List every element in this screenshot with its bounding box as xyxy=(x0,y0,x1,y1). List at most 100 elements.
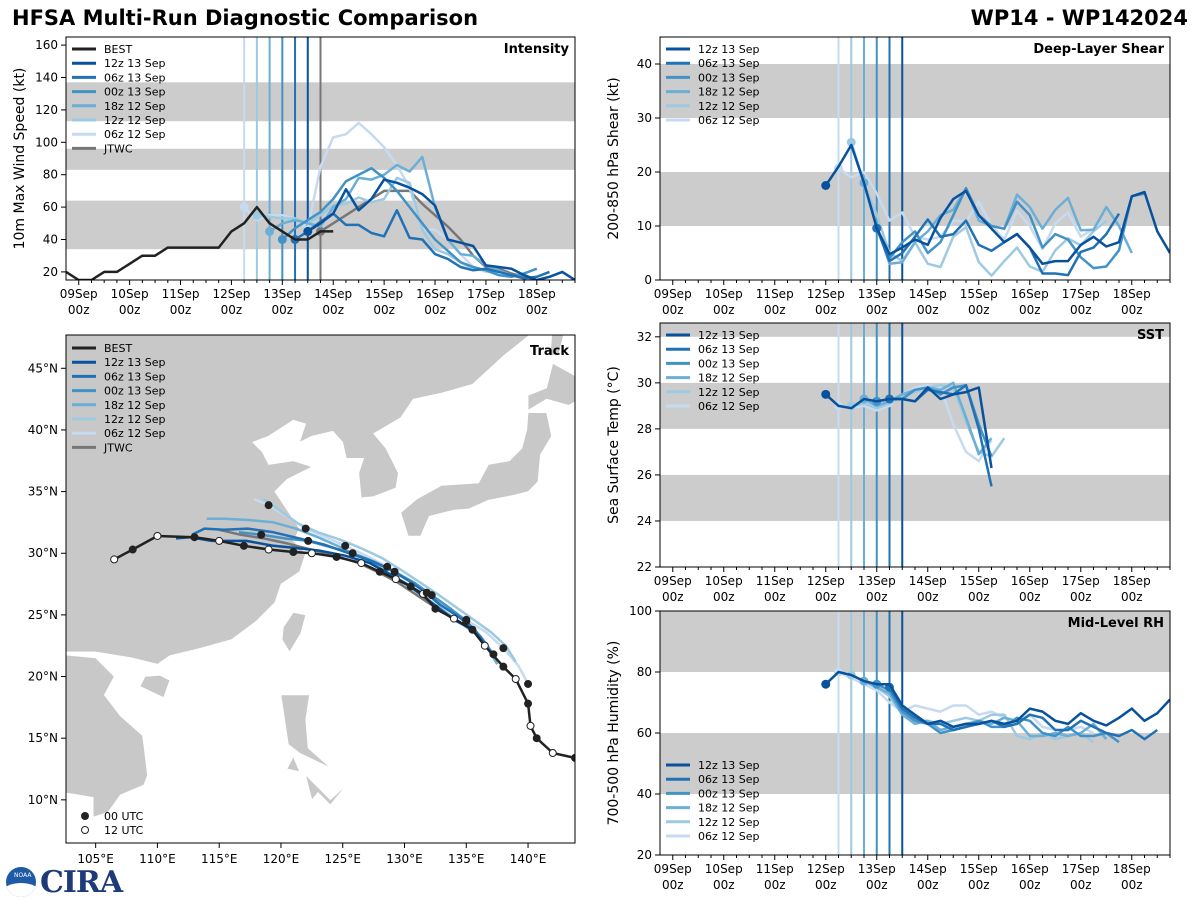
track-marker-00utc xyxy=(239,541,248,550)
track-marker-00utc xyxy=(390,567,399,576)
track-marker-12utc xyxy=(110,555,119,564)
x-tick-label-hour: 00z xyxy=(764,878,786,892)
track-marker-00utc xyxy=(257,530,266,539)
y-axis-label: 700-500 hPa Humidity (%) xyxy=(606,641,622,826)
reference-band xyxy=(660,733,1170,794)
legend-marker-open xyxy=(81,826,89,834)
y-tick-label: 40 xyxy=(637,57,652,71)
x-tick-label-hour: 00z xyxy=(1070,590,1092,604)
legend-label: 06z 13 Sep xyxy=(104,71,166,84)
legend-label: 00z 13 Sep xyxy=(104,86,166,99)
y-tick-label: 20 xyxy=(637,165,652,179)
series-start-marker xyxy=(277,235,287,244)
legend-label: 06z 13 Sep xyxy=(698,57,760,70)
x-tick-label-hour: 00z xyxy=(917,303,939,317)
x-tick-label-day: 15Sep xyxy=(960,287,998,301)
legend-label: 00z 13 Sep xyxy=(104,385,166,398)
noaa-logo: NOAA xyxy=(6,867,36,897)
x-tick-label-hour: 00z xyxy=(1019,303,1041,317)
legend-label: 12z 13 Sep xyxy=(104,356,166,369)
legend-label: 12z 12 Sep xyxy=(104,413,166,426)
x-tick-label-hour: 00z xyxy=(424,303,446,317)
lat-tick-label: 20°N xyxy=(28,670,58,684)
y-tick-label: 60 xyxy=(43,200,58,214)
legend-label: 00z 13 Sep xyxy=(698,71,760,84)
x-tick-label-hour: 00z xyxy=(1121,878,1143,892)
panel-title: Deep-Layer Shear xyxy=(1033,42,1164,57)
lat-tick-label: 35°N xyxy=(28,485,58,499)
hainan-land xyxy=(139,674,171,698)
track-marker-00utc xyxy=(499,662,508,671)
lon-tick-label: 125°E xyxy=(324,852,361,866)
x-tick-label-hour: 00z xyxy=(1070,303,1092,317)
track-marker-00utc xyxy=(264,501,273,510)
y-tick-label: 160 xyxy=(35,38,58,52)
legend-label: JTWC xyxy=(103,142,133,155)
series-line xyxy=(824,670,1170,729)
panel-title: SST xyxy=(1137,328,1164,343)
y-axis-label: 200-850 hPa Shear (kt) xyxy=(606,77,622,239)
x-tick-label-day: 13Sep xyxy=(263,287,301,301)
luzon-land xyxy=(280,694,331,769)
x-tick-label-day: 14Sep xyxy=(314,287,352,301)
y-tick-label: 30 xyxy=(637,111,652,125)
panel-mid-level-rh: 20 40 60 80 100 09Sep 00z 10Sep 00z 11Sep 00z 12Sep… xyxy=(606,604,1171,892)
x-tick-label-hour: 00z xyxy=(221,303,243,317)
axes-frame xyxy=(65,334,576,844)
series-start-marker xyxy=(821,389,831,399)
reference-band xyxy=(660,172,1170,226)
x-tick-label-hour: 00z xyxy=(1019,590,1041,604)
legend-label: 06z 12 Sep xyxy=(104,128,166,141)
track-marker-00utc xyxy=(383,562,392,571)
track-marker-00utc xyxy=(422,588,431,597)
track-marker-12utc xyxy=(307,549,316,558)
legend-label: 06z 12 Sep xyxy=(104,427,166,440)
visayas-land xyxy=(305,774,347,806)
panel-deep-layer-shear: 0 10 20 30 40 09Sep 00z 10Sep 00z 11Sep 00z 12Sep 00… xyxy=(606,36,1171,317)
track-marker-00utc xyxy=(406,582,415,591)
reference-band xyxy=(660,474,1170,521)
x-tick-label-day: 13Sep xyxy=(858,574,896,588)
lat-tick-label: 15°N xyxy=(28,731,58,745)
x-tick-label-hour: 00z xyxy=(1121,303,1143,317)
y-tick-label: 22 xyxy=(637,560,652,574)
y-tick-label: 80 xyxy=(637,665,652,679)
x-tick-label-day: 10Sep xyxy=(705,574,743,588)
track-marker-12utc xyxy=(548,748,557,757)
legend-label: 18z 12 Sep xyxy=(698,372,760,385)
plot-area xyxy=(66,37,575,280)
series-start-marker xyxy=(846,137,856,147)
panel-track: 105°E 110°E 115°E 120°E 125°E 130°E 135°E 140°E… xyxy=(28,334,576,866)
y-tick-label: 120 xyxy=(35,103,58,117)
panel-intensity: 20 40 60 80 100 120 140 160 09Sep 00z 10Sep 00z 11Se… xyxy=(12,36,576,317)
sakhalin-land xyxy=(549,335,564,357)
x-tick-label-hour: 00z xyxy=(1019,878,1041,892)
series-line xyxy=(875,212,1121,277)
legend-label: BEST xyxy=(104,342,132,355)
legend-label: 12z 12 Sep xyxy=(698,816,760,829)
main-title: HFSA Multi-Run Diagnostic Comparison xyxy=(12,6,479,30)
y-tick-label: 26 xyxy=(637,468,652,482)
taiwan-land xyxy=(281,612,307,653)
x-tick-label-hour: 00z xyxy=(526,303,548,317)
x-tick-label-day: 10Sep xyxy=(705,287,743,301)
track-marker-00utc xyxy=(304,536,313,545)
series-line xyxy=(281,166,538,279)
x-tick-label-day: 11Sep xyxy=(756,574,794,588)
x-tick-label-day: 18Sep xyxy=(1113,574,1151,588)
legend-label: 18z 12 Sep xyxy=(104,100,166,113)
legend-label: 06z 12 Sep xyxy=(698,830,760,843)
y-tick-label: 10 xyxy=(637,219,652,233)
y-tick-label: 60 xyxy=(637,726,652,740)
y-tick-label: 40 xyxy=(637,787,652,801)
track-marker-00utc xyxy=(532,734,541,743)
marker-legend-label: 00 UTC xyxy=(104,810,144,823)
track-marker-12utc xyxy=(449,614,458,623)
storm-id: WP14 - WP142024 xyxy=(970,6,1188,30)
lon-tick-label: 140°E xyxy=(510,852,547,866)
y-tick-label: 24 xyxy=(637,514,652,528)
legend-label: 12z 13 Sep xyxy=(698,43,760,56)
reference-band xyxy=(660,323,1170,337)
x-tick-label-day: 09Sep xyxy=(654,287,692,301)
